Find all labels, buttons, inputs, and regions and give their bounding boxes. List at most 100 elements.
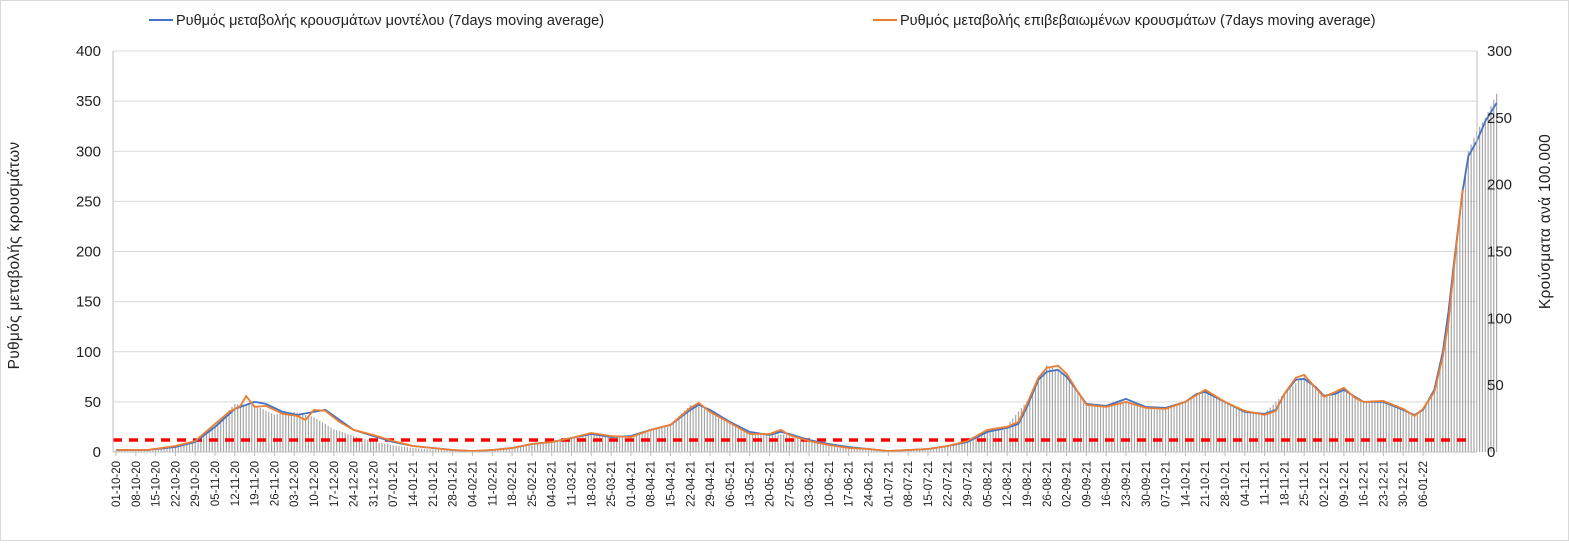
bar [1365, 401, 1368, 452]
bar [1368, 401, 1370, 452]
bar [1122, 401, 1124, 452]
x-tick-label: 01-07-21 [883, 461, 895, 507]
bar [703, 408, 706, 452]
bar [972, 437, 974, 452]
bar [1255, 412, 1257, 452]
bar [500, 448, 502, 452]
y2-tick-label: 150 [1487, 244, 1512, 261]
bar [766, 434, 768, 452]
bar [152, 449, 154, 452]
bar [596, 434, 598, 452]
x-tick-label: 02-12-21 [1319, 461, 1331, 507]
bar [568, 437, 570, 452]
x-tick-label: 09-12-21 [1339, 461, 1351, 507]
bar [655, 427, 657, 452]
bar [1020, 408, 1022, 452]
y-tick-label: 300 [76, 143, 101, 160]
bar [341, 432, 343, 452]
x-tick-label: 22-10-20 [170, 461, 182, 507]
bar [307, 415, 309, 452]
bar [1487, 111, 1489, 453]
bar [1196, 395, 1198, 452]
x-tick-label: 04-03-21 [547, 461, 559, 507]
axes: 0 50 100 150 200 250 300 350 400 0 50 100 150 200 250 3… [76, 43, 1512, 507]
bar [1057, 370, 1059, 452]
bar [921, 448, 923, 452]
bar [517, 446, 519, 452]
bar [321, 422, 324, 452]
bar [1097, 404, 1099, 452]
bar [316, 418, 318, 452]
bar [1428, 397, 1430, 452]
bar [548, 441, 550, 452]
bar [1085, 403, 1087, 452]
bar [856, 447, 858, 452]
bar [966, 441, 969, 452]
x-tick-label: 13-05-21 [745, 461, 757, 507]
bar [217, 422, 219, 452]
bar [952, 444, 955, 452]
bar [1379, 401, 1382, 452]
bar [426, 448, 428, 452]
bar [579, 435, 581, 452]
y-tick-label: 50 [84, 394, 101, 411]
bar [319, 420, 321, 452]
bar [559, 439, 561, 452]
bar [754, 433, 756, 452]
x-tick-label: 08-10-20 [131, 461, 143, 507]
bar [698, 406, 700, 452]
bar [1091, 404, 1093, 452]
bar [751, 433, 754, 452]
bar [927, 447, 929, 452]
bar [1148, 407, 1150, 452]
bar [947, 445, 949, 452]
x-tick-label: 03-12-20 [289, 461, 301, 507]
bar [701, 407, 703, 452]
x-tick-label: 07-10-21 [1161, 461, 1173, 507]
bar [457, 450, 459, 452]
x-tick-label: 14-10-21 [1180, 461, 1192, 507]
bar [1303, 375, 1305, 452]
bar [1286, 390, 1288, 452]
bar [930, 447, 932, 452]
bar [811, 440, 813, 452]
bar [1453, 264, 1455, 452]
bar [746, 431, 748, 452]
x-tick-label: 10-06-21 [824, 461, 836, 507]
bar [783, 434, 785, 452]
bar [941, 446, 943, 452]
bar [166, 447, 168, 452]
bar [1221, 399, 1223, 452]
x-tick-label: 16-09-21 [1101, 461, 1113, 507]
bar [1425, 402, 1427, 452]
bar [1360, 399, 1362, 452]
bar [344, 433, 346, 452]
bar [203, 434, 205, 452]
bar [1077, 391, 1079, 452]
y2-tick-label: 200 [1487, 177, 1512, 194]
bar [944, 445, 946, 452]
bar [1040, 375, 1042, 452]
x-tick-label: 18-11-21 [1279, 461, 1291, 506]
bar [347, 434, 349, 452]
bar [251, 405, 253, 452]
bar [333, 429, 335, 452]
bar [587, 433, 590, 452]
bar [757, 433, 759, 452]
bar [822, 442, 824, 452]
bar [313, 417, 315, 452]
bar [1179, 403, 1181, 452]
bar [1408, 412, 1410, 452]
x-tick-label: 29-10-20 [190, 461, 202, 507]
bar [576, 436, 578, 452]
bar [729, 422, 731, 452]
bar [384, 443, 386, 452]
x-tick-label: 23-12-21 [1378, 461, 1390, 507]
bar [270, 413, 273, 452]
bar [361, 438, 363, 452]
bar [1207, 392, 1209, 452]
bar [1354, 396, 1356, 452]
bar [850, 447, 853, 452]
bar [121, 450, 123, 452]
